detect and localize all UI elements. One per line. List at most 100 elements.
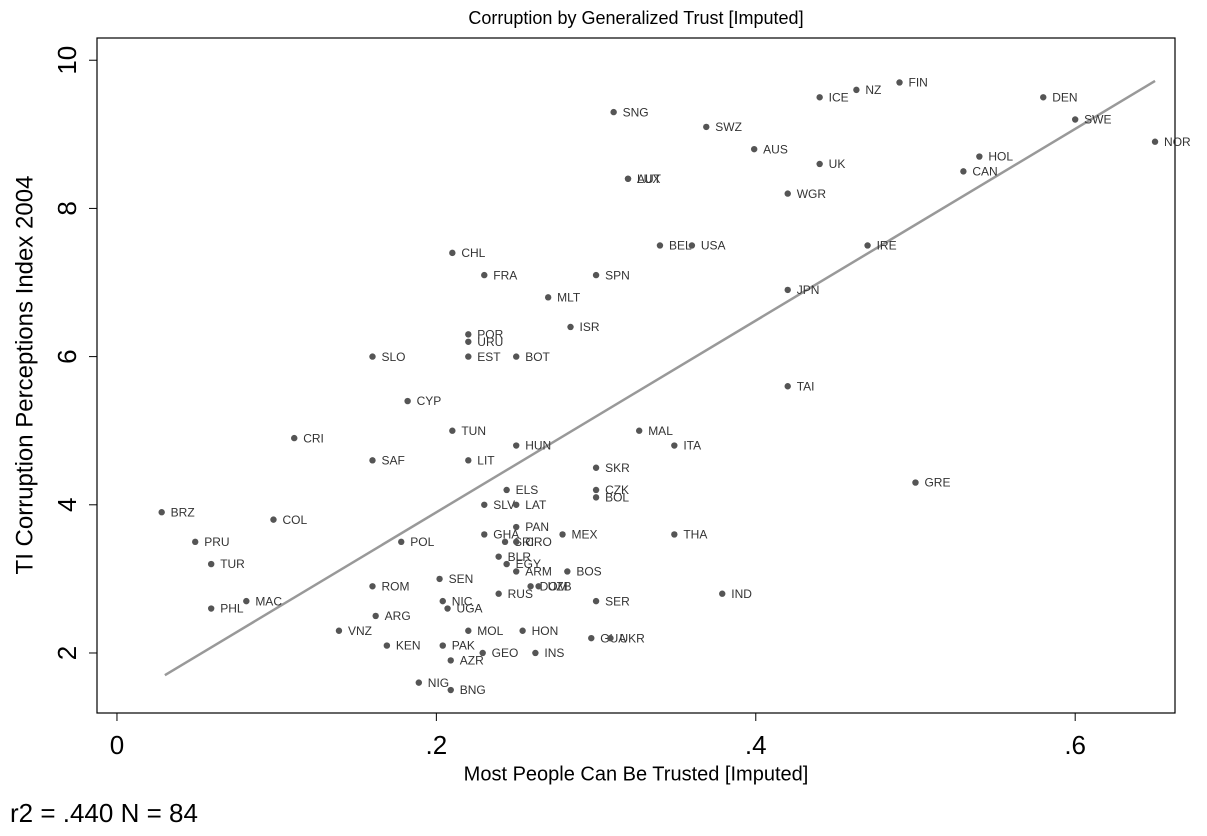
point bbox=[564, 568, 571, 575]
point bbox=[501, 538, 509, 546]
point bbox=[607, 634, 614, 642]
point-label: PAN bbox=[525, 520, 549, 534]
point bbox=[449, 427, 456, 434]
point-label: HOL bbox=[988, 150, 1013, 164]
point bbox=[436, 575, 443, 583]
point bbox=[503, 560, 510, 568]
point bbox=[513, 538, 520, 546]
point bbox=[688, 242, 696, 249]
point bbox=[624, 175, 632, 182]
point-label: SPN bbox=[605, 268, 630, 282]
point bbox=[816, 160, 823, 168]
x-tick-label: 0 bbox=[110, 730, 124, 760]
point-label: BOS bbox=[576, 565, 601, 579]
point-label: ITA bbox=[683, 439, 701, 453]
point-label: GHA bbox=[493, 528, 519, 542]
point bbox=[465, 338, 472, 345]
point bbox=[816, 94, 823, 101]
point bbox=[976, 153, 983, 160]
point bbox=[703, 123, 710, 131]
point-label: CZK bbox=[605, 483, 629, 497]
point bbox=[369, 457, 376, 464]
point bbox=[567, 323, 574, 331]
point bbox=[415, 679, 423, 686]
point-label: SWZ bbox=[715, 120, 742, 134]
point-label: MOL bbox=[477, 624, 503, 638]
point-label: DOM bbox=[540, 579, 568, 593]
point bbox=[671, 531, 678, 538]
point-label: ISR bbox=[580, 320, 600, 334]
point-label: LIT bbox=[477, 454, 495, 468]
y-tick-label: 6 bbox=[52, 349, 82, 363]
point bbox=[513, 353, 520, 360]
point-label: POR bbox=[477, 328, 503, 342]
point-label: NOR bbox=[1164, 135, 1191, 149]
point bbox=[588, 634, 595, 642]
point bbox=[784, 286, 791, 294]
note: r2 = .440 N = 84 bbox=[10, 798, 198, 828]
point bbox=[207, 605, 215, 612]
y-tick-label: 10 bbox=[52, 46, 82, 75]
point bbox=[481, 531, 488, 538]
point bbox=[864, 242, 871, 249]
point bbox=[398, 538, 405, 546]
point bbox=[513, 501, 520, 508]
point-label: WGR bbox=[797, 187, 827, 201]
point bbox=[610, 108, 617, 116]
point-label: COL bbox=[282, 513, 307, 527]
point bbox=[784, 190, 791, 197]
point-label: UGA bbox=[457, 602, 483, 616]
point-label: CRO bbox=[525, 535, 552, 549]
point bbox=[444, 605, 451, 612]
point bbox=[495, 553, 502, 560]
point-label: HUN bbox=[525, 439, 551, 453]
point-label: SLO bbox=[381, 350, 405, 364]
point bbox=[912, 479, 919, 486]
point bbox=[592, 271, 600, 279]
point-label: GEO bbox=[492, 646, 519, 660]
point-label: DEN bbox=[1052, 90, 1077, 104]
point-label: JPN bbox=[797, 283, 820, 297]
point-label: POL bbox=[410, 535, 434, 549]
point bbox=[207, 560, 215, 568]
point bbox=[896, 79, 903, 86]
point bbox=[532, 649, 539, 657]
point bbox=[853, 86, 860, 94]
point-label: BOT bbox=[525, 350, 550, 364]
point bbox=[291, 434, 298, 442]
point bbox=[671, 442, 678, 449]
point bbox=[447, 686, 454, 694]
x-tick-label: .6 bbox=[1064, 730, 1086, 760]
point-label: VNZ bbox=[348, 624, 372, 638]
point bbox=[481, 271, 488, 279]
point bbox=[447, 657, 454, 664]
x-axis-label: Most People Can Be Trusted [Imputed] bbox=[464, 763, 809, 785]
point bbox=[784, 383, 791, 390]
point bbox=[1151, 138, 1159, 145]
point-label: NIC bbox=[452, 594, 473, 608]
point bbox=[449, 249, 456, 257]
point-label: CHL bbox=[461, 246, 485, 260]
point-label: SWE bbox=[1084, 113, 1111, 127]
point-label: BRZ bbox=[171, 505, 195, 519]
point bbox=[192, 538, 199, 546]
point bbox=[465, 331, 472, 338]
point bbox=[750, 145, 758, 153]
point bbox=[513, 568, 520, 575]
point bbox=[439, 642, 446, 649]
point-label: TUN bbox=[461, 424, 486, 438]
point-label: THA bbox=[683, 528, 707, 542]
point-label: HON bbox=[532, 624, 559, 638]
point bbox=[439, 597, 446, 605]
point bbox=[519, 627, 526, 634]
point-label: BNG bbox=[460, 683, 486, 697]
point-label: ELS bbox=[516, 483, 539, 497]
point bbox=[559, 531, 566, 538]
point bbox=[465, 627, 472, 634]
point-label: MLT bbox=[557, 291, 581, 305]
point-label: PHL bbox=[220, 602, 244, 616]
y-tick-label: 8 bbox=[52, 201, 82, 215]
point bbox=[503, 486, 510, 494]
point-label: ARG bbox=[385, 609, 411, 623]
